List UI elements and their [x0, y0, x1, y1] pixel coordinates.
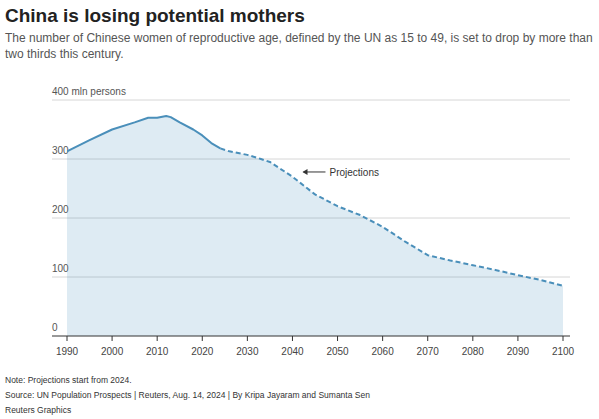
x-tick-label: 2090: [507, 346, 530, 357]
y-tick-label: 100: [52, 263, 69, 274]
x-tick: [382, 336, 383, 341]
line-projection: [220, 148, 563, 285]
line-estimate: [67, 116, 220, 151]
annotation: Projections: [329, 167, 378, 178]
x-tick-label: 2050: [326, 346, 349, 357]
x-tick-label: 2040: [281, 346, 304, 357]
x-tick: [427, 336, 428, 341]
title: China is losing potential mothers: [5, 5, 305, 26]
x-tick: [517, 336, 518, 341]
x-tick-label: 2020: [191, 346, 214, 357]
x-tick-label: 2060: [372, 346, 395, 357]
subtitle: The number of Chinese women of reproduct…: [5, 31, 593, 45]
x-tick-label: 2070: [417, 346, 440, 357]
annotation-arrowhead: [302, 169, 307, 175]
note: Note: Projections start from 2024.: [5, 375, 132, 385]
credit: Reuters Graphics: [5, 405, 71, 415]
x-axis: [52, 336, 570, 337]
y-tick-label: 0: [52, 322, 58, 333]
x-tick: [112, 336, 113, 341]
x-tick: [292, 336, 293, 341]
y-tick-label: 400 mln persons: [52, 86, 126, 97]
y-tick-label: 200: [52, 204, 69, 215]
x-tick: [157, 336, 158, 341]
chart: China is losing potential mothers The num…: [0, 0, 599, 419]
x-tick-label: 2100: [552, 346, 575, 357]
x-tick: [67, 336, 68, 341]
x-tick: [337, 336, 338, 341]
x-tick-label: 2010: [146, 346, 169, 357]
grid-line: [52, 100, 570, 101]
y-tick-label: 300: [52, 145, 69, 156]
x-tick-label: 2030: [236, 346, 259, 357]
source: Source: UN Population Prospects | Reuter…: [5, 390, 370, 400]
subtitle: two thirds this century.: [5, 47, 124, 61]
x-tick: [472, 336, 473, 341]
x-tick: [247, 336, 248, 341]
x-tick: [202, 336, 203, 341]
x-tick-label: 2080: [462, 346, 485, 357]
x-tick-label: 2000: [101, 346, 124, 357]
plot-area: [67, 116, 563, 336]
x-tick-label: 1990: [56, 346, 79, 357]
area: [67, 116, 563, 336]
x-tick: [563, 336, 564, 341]
